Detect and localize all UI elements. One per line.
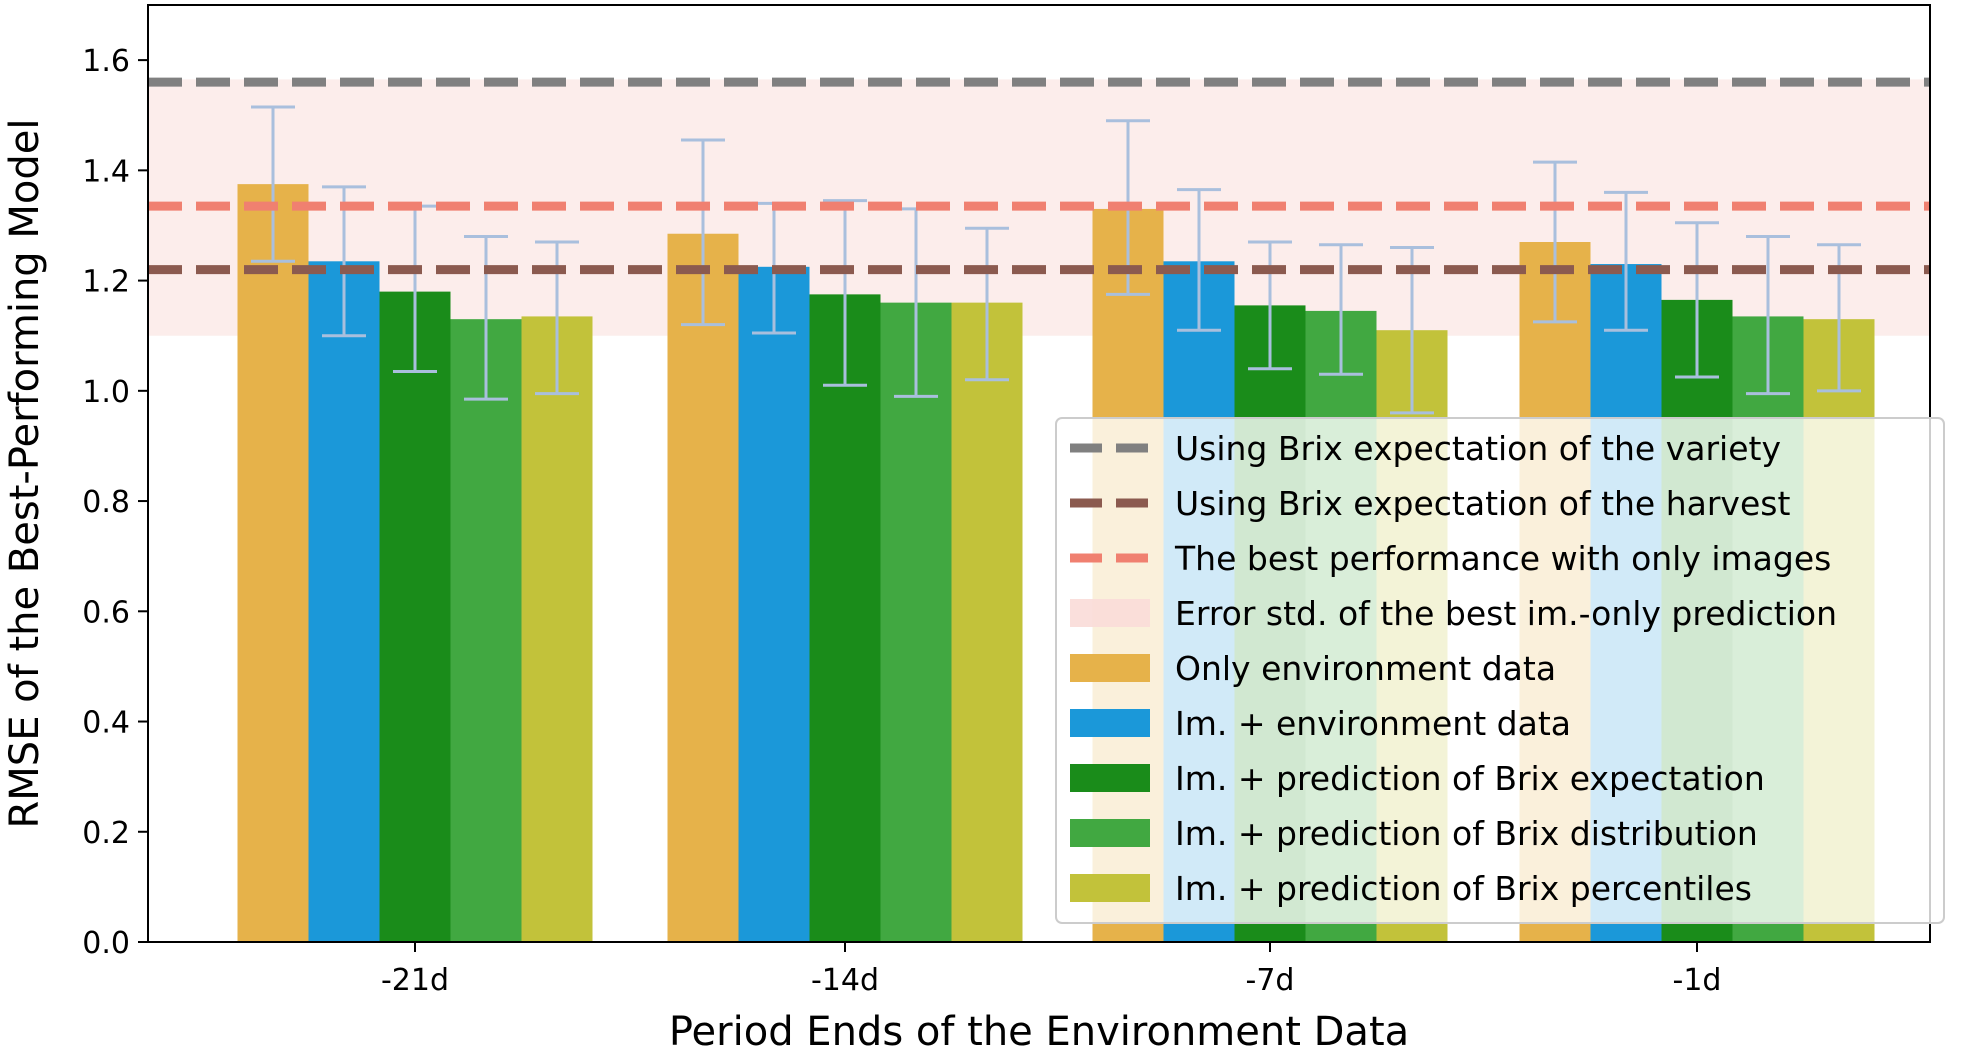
y-tick-label: 1.0: [82, 375, 130, 410]
legend-entry-label: The best performance with only images: [1174, 539, 1831, 578]
y-tick-label: 1.4: [82, 154, 130, 189]
legend-entry-label: Im. + environment data: [1175, 704, 1571, 743]
x-tick-label: -14d: [811, 963, 879, 998]
y-axis-label: RMSE of the Best-Performing Model: [2, 119, 48, 829]
x-axis: -21d -14d -7d -1d: [381, 942, 1722, 998]
y-tick-label: 0.4: [82, 706, 130, 741]
legend-entry-label: Im. + prediction of Brix percentiles: [1175, 869, 1752, 908]
x-tick-label: -1d: [1673, 963, 1722, 998]
y-axis: 0.0 0.2 0.4 0.6 0.8 1.0 1.2 1.4 1.6: [82, 44, 148, 961]
bar: [951, 302, 1023, 943]
y-tick-label: 0.0: [82, 926, 130, 961]
legend-entry-label: Only environment data: [1175, 649, 1556, 688]
bar: [308, 261, 380, 942]
legend-swatch: [1070, 819, 1150, 847]
x-tick-label: -21d: [381, 963, 449, 998]
y-tick-label: 1.2: [82, 265, 130, 300]
y-tick-label: 0.6: [82, 595, 130, 630]
legend-swatch: [1070, 874, 1150, 902]
legend-entry-label: Using Brix expectation of the variety: [1175, 429, 1781, 468]
y-tick-label: 1.6: [82, 44, 130, 79]
legend-swatch: [1070, 654, 1150, 682]
legend-entry-label: Error std. of the best im.-only predicti…: [1175, 594, 1837, 633]
bar: [379, 291, 451, 942]
legend-entry-label: Im. + prediction of Brix expectation: [1175, 759, 1765, 798]
legend-swatch: [1070, 599, 1150, 627]
bar: [880, 302, 952, 943]
bar: [667, 233, 739, 943]
bar: [237, 184, 309, 943]
legend-entry-label: Using Brix expectation of the harvest: [1175, 484, 1790, 523]
legend-entry-label: Im. + prediction of Brix distribution: [1175, 814, 1758, 853]
errors-layer: [251, 105, 1861, 415]
bar: [809, 294, 881, 942]
reference-lines-layer: [148, 77, 1930, 275]
bar: [521, 316, 593, 943]
x-tick-label: -7d: [1246, 963, 1295, 998]
legend-swatch: [1070, 709, 1150, 737]
legend-swatch: [1070, 764, 1150, 792]
y-tick-label: 0.2: [82, 816, 130, 851]
legend: Using Brix expectation of the variety Usi…: [1055, 417, 1945, 924]
legend-box: [1055, 417, 1945, 924]
y-tick-label: 0.8: [82, 485, 130, 520]
bar: [450, 319, 522, 942]
bar: [738, 266, 810, 942]
x-axis-label: Period Ends of the Environment Data: [669, 1009, 1409, 1053]
